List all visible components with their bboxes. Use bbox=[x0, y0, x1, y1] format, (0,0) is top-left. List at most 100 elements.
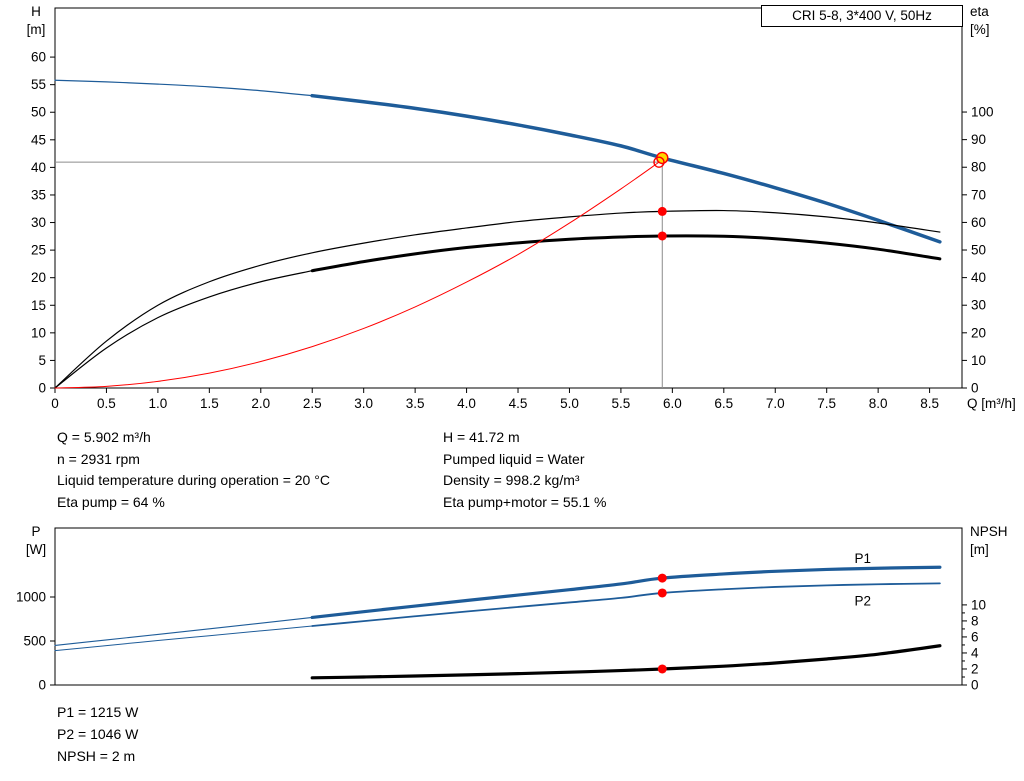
y-right-tick-label: 0 bbox=[971, 678, 979, 693]
y-right-tick-label: 70 bbox=[971, 187, 986, 202]
y-right-axis-title: NPSH bbox=[970, 524, 1008, 539]
pump-curve bbox=[54, 79, 313, 97]
y-right-axis-title: [m] bbox=[970, 542, 989, 557]
y-left-tick-label: 55 bbox=[31, 77, 46, 92]
y-right-tick-label: 10 bbox=[971, 597, 986, 612]
x-tick-label: 3.0 bbox=[354, 396, 373, 411]
eta-pump-motor-curve bbox=[310, 234, 942, 273]
npsh-point bbox=[657, 664, 667, 674]
x-tick-label: 3.5 bbox=[406, 396, 425, 411]
x-tick-label: 7.5 bbox=[817, 396, 836, 411]
requested-duty-point bbox=[653, 156, 665, 168]
eta-pump-readout: Eta pump = 64 % bbox=[57, 493, 165, 510]
p2-curve bbox=[54, 625, 313, 652]
y-left-tick-label: 20 bbox=[31, 270, 46, 285]
y-left-tick-label: 40 bbox=[31, 160, 46, 175]
x-tick-label: 1.0 bbox=[149, 396, 168, 411]
y-left-tick-label: 25 bbox=[31, 243, 46, 258]
p2-label: P2 bbox=[854, 593, 871, 608]
p2-readout: P2 = 1046 W bbox=[57, 726, 139, 742]
y-right-tick-label: 4 bbox=[971, 645, 979, 660]
y-right-tick-label: 6 bbox=[971, 629, 979, 644]
flow-readout: Q = 5.902 m³/h bbox=[57, 429, 151, 445]
p1-readout: P1 = 1215 W bbox=[57, 704, 139, 720]
y-left-tick-label: 0 bbox=[38, 381, 46, 396]
head-readout: H = 41.72 m bbox=[443, 429, 520, 445]
y-right-tick-label: 50 bbox=[971, 243, 986, 258]
eta-pump-motor-readout: Eta pump+motor = 55.1 % bbox=[443, 493, 607, 510]
plot-frame bbox=[54, 527, 963, 686]
y-right-axis-title: eta bbox=[970, 4, 989, 19]
y-left-tick-label: 10 bbox=[31, 325, 46, 340]
y-right-tick-label: 8 bbox=[971, 613, 979, 628]
x-tick-label: 4.0 bbox=[457, 396, 476, 411]
system-curve bbox=[54, 161, 660, 389]
x-tick-label: 2.5 bbox=[303, 396, 322, 411]
power-npsh-readouts: P1 = 1215 W P2 = 1046 W NPSH = 2 m bbox=[57, 701, 138, 767]
plot-frame bbox=[54, 7, 963, 389]
x-tick-label: 1.5 bbox=[200, 396, 219, 411]
y-left-axis-title: P bbox=[31, 524, 40, 539]
density-readout: Density = 998.2 kg/m³ bbox=[443, 472, 580, 488]
hq-eta-chart: 0 0.5 1.0 1.5 2.0 2.5 3.0 3.5 4.0 4.5 5.0 5.5 6.0 6.5… bbox=[27, 4, 1016, 411]
y-left-tick-label: 30 bbox=[31, 215, 46, 230]
liquid-temperature-readout: Liquid temperature during operation = 20… bbox=[57, 472, 330, 488]
x-tick-label: 6.0 bbox=[663, 396, 682, 411]
y-left-tick-label: 45 bbox=[31, 132, 46, 147]
y-left-tick-label: 0 bbox=[38, 678, 46, 693]
eta-pump-curve bbox=[54, 209, 941, 389]
pumped-liquid-readout: Pumped liquid = Water bbox=[443, 450, 585, 467]
y-right-tick-label: 90 bbox=[971, 132, 986, 147]
y-left-tick-label: 60 bbox=[31, 50, 46, 65]
y-right-tick-label: 60 bbox=[971, 215, 986, 230]
y-left-axis-title: H bbox=[31, 4, 41, 19]
speed-readout: n = 2931 rpm bbox=[57, 450, 140, 467]
x-tick-label: 8.0 bbox=[869, 396, 888, 411]
y-left-axis-title: [m] bbox=[27, 22, 46, 37]
x-axis-title: Q [m³/h] bbox=[967, 396, 1016, 411]
x-tick-label: 5.5 bbox=[612, 396, 631, 411]
y-left-tick-label: 500 bbox=[23, 633, 46, 648]
p2-point bbox=[657, 588, 667, 598]
x-tick-label: 8.5 bbox=[920, 396, 939, 411]
y-right-tick-label: 0 bbox=[971, 381, 979, 396]
y-right-tick-label: 40 bbox=[971, 270, 986, 285]
x-tick-label: 4.5 bbox=[509, 396, 528, 411]
npsh-curve bbox=[310, 644, 942, 680]
eta-pump-point bbox=[657, 206, 667, 216]
x-tick-label: 0.5 bbox=[97, 396, 116, 411]
p1-curve bbox=[54, 616, 313, 646]
y-left-tick-label: 1000 bbox=[16, 589, 46, 604]
operating-data-left-column: Q = 5.902 m³/h n = 2931 rpm Liquid tempe… bbox=[57, 427, 330, 513]
y-left-tick-label: 35 bbox=[31, 187, 46, 202]
y-right-tick-label: 80 bbox=[971, 160, 986, 175]
y-right-tick-label: 2 bbox=[971, 661, 979, 676]
pump-type-title-box: CRI 5-8, 3*400 V, 50Hz bbox=[761, 5, 963, 27]
y-right-axis-title: [%] bbox=[970, 22, 990, 37]
x-tick-label: 5.0 bbox=[560, 396, 579, 411]
y-right-tick-label: 20 bbox=[971, 325, 986, 340]
x-tick-label: 0 bbox=[51, 396, 59, 411]
x-tick-label: 6.5 bbox=[714, 396, 733, 411]
y-left-axis-title: [W] bbox=[26, 542, 46, 557]
y-right-tick-label: 30 bbox=[971, 298, 986, 313]
x-tick-label: 2.0 bbox=[251, 396, 270, 411]
npsh-readout: NPSH = 2 m bbox=[57, 748, 136, 764]
p2-curve bbox=[311, 582, 941, 627]
p1-curve bbox=[310, 565, 942, 620]
p1-point bbox=[657, 573, 667, 583]
pump-curve bbox=[310, 93, 942, 244]
operating-data-right-column: H = 41.72 m Pumped liquid = Water Densit… bbox=[443, 427, 606, 513]
eta-pump-motor-curve bbox=[54, 270, 313, 389]
eta-pump-motor-point bbox=[657, 231, 667, 241]
y-left-tick-label: 5 bbox=[38, 353, 46, 368]
y-right-tick-label: 10 bbox=[971, 353, 986, 368]
y-left-tick-label: 50 bbox=[31, 105, 46, 120]
y-right-tick-label: 100 bbox=[971, 105, 994, 120]
y-left-tick-label: 15 bbox=[31, 298, 46, 313]
x-tick-label: 7.0 bbox=[766, 396, 785, 411]
p1-label: P1 bbox=[854, 551, 871, 566]
